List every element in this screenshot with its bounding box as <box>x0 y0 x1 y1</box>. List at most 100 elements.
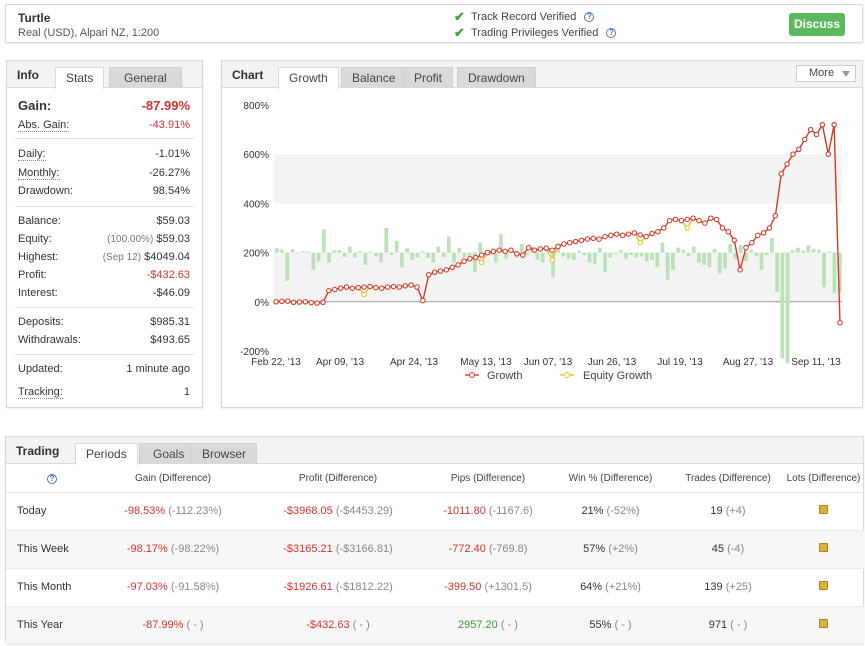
growth-bar <box>483 252 488 257</box>
gain-label: Gain: <box>18 98 52 113</box>
y-tick-label: -200% <box>240 347 269 358</box>
growth-bar <box>410 252 415 260</box>
monthly-value: -26.27% <box>149 167 190 179</box>
growth-bar <box>374 252 378 257</box>
data-point <box>790 151 796 157</box>
lots-bag-icon[interactable] <box>819 581 828 590</box>
growth-bar <box>816 249 821 253</box>
tab-stats[interactable]: Stats <box>55 67 105 89</box>
growth-bar <box>671 252 675 270</box>
lots-bag-icon[interactable] <box>819 543 828 552</box>
trading-panel: Trading Periods Goals Browser ? Gain (Di… <box>5 436 864 645</box>
header-gain: Gain (Difference) <box>98 465 248 493</box>
tab-growth[interactable]: Growth <box>278 67 339 89</box>
growth-bar <box>301 251 305 253</box>
data-point <box>349 285 356 291</box>
interest-label: Interest: <box>18 287 58 299</box>
x-tick-label: Sep 11, '13 <box>791 357 841 368</box>
trades-cell: 139 <box>704 581 723 593</box>
win-cell: 64% <box>580 581 603 593</box>
daily-label[interactable]: Daily: <box>18 148 46 161</box>
tab-balance[interactable]: Balance <box>341 67 407 88</box>
table-row: Today -98.53% (-112.23%) -$3968.05 (-$44… <box>6 492 864 531</box>
pips-diff: (-769.8) <box>488 543 528 555</box>
info-tabbar: Info Stats General <box>7 61 202 89</box>
withdrawals-label: Withdrawals: <box>18 334 81 346</box>
growth-bar <box>457 247 462 253</box>
discuss-button[interactable]: Discuss <box>789 13 845 36</box>
data-point <box>690 215 696 221</box>
growth-bar <box>342 252 347 258</box>
data-point <box>749 240 755 246</box>
data-point <box>514 251 520 257</box>
chart-tabbar: Chart Growth Balance Profit Drawdown Mor… <box>222 61 862 89</box>
help-icon[interactable]: ? <box>606 28 617 38</box>
trading-privileges-verified: ✔ Trading Privileges Verified ? <box>454 25 617 41</box>
period-label: This Year <box>6 606 98 645</box>
growth-bar <box>796 247 800 253</box>
interest-value: -$46.09 <box>152 287 190 299</box>
deposits-label: Deposits: <box>18 316 64 328</box>
x-tick-label: Jun 07, '13 <box>524 357 573 368</box>
profit-cell: -$3968.05 <box>283 505 333 517</box>
win-cell: 55% <box>589 619 612 631</box>
growth-bar <box>806 245 811 253</box>
growth-bar <box>306 251 310 253</box>
trading-privileges-label: Trading Privileges Verified <box>471 27 599 39</box>
gain-diff: (-98.22%) <box>170 543 220 555</box>
help-icon[interactable]: ? <box>47 473 57 484</box>
drawdown-label: Drawdown: <box>18 185 74 197</box>
growth-bar <box>811 248 816 253</box>
growth-bar <box>743 252 748 262</box>
tab-browser[interactable]: Browser <box>191 443 258 464</box>
tab-goals[interactable]: Goals <box>139 443 199 464</box>
balance-label: Balance: <box>18 215 61 227</box>
monthly-label[interactable]: Monthly: <box>18 167 60 180</box>
header-profit: Profit (Difference) <box>248 465 428 493</box>
data-point <box>649 230 655 237</box>
daily-row: Daily: -1.01% <box>18 148 190 161</box>
lots-bag-icon[interactable] <box>819 505 828 514</box>
divider <box>15 138 194 139</box>
growth-bar <box>717 252 722 274</box>
growth-bar <box>629 252 634 256</box>
pips-diff: ( - ) <box>500 619 518 631</box>
tab-profit[interactable]: Profit <box>403 67 454 88</box>
more-dropdown[interactable]: More <box>796 65 856 82</box>
data-point <box>525 244 532 251</box>
data-point <box>825 151 831 157</box>
profit-diff: (-$4453.29) <box>335 505 393 517</box>
data-point <box>625 231 632 237</box>
growth-bar <box>540 252 545 263</box>
data-point <box>784 161 790 167</box>
growth-bar <box>426 252 430 259</box>
data-point <box>502 248 508 255</box>
tab-periods[interactable]: Periods <box>75 443 138 465</box>
help-icon[interactable]: ? <box>584 12 595 22</box>
data-point <box>643 233 649 240</box>
growth-bar <box>566 252 571 259</box>
x-tick-label: Jun 26, '13 <box>588 357 637 368</box>
highest-value: $4049.04 <box>144 251 190 263</box>
data-point <box>661 225 667 231</box>
tracking-label[interactable]: Tracking: <box>18 386 63 399</box>
lots-bag-icon[interactable] <box>819 619 828 628</box>
growth-bar <box>775 252 779 292</box>
growth-bar <box>655 252 660 268</box>
growth-bar <box>582 252 587 256</box>
trades-diff: (-4) <box>727 543 745 555</box>
data-point <box>355 284 361 291</box>
info-title: Info <box>17 68 39 82</box>
tab-drawdown[interactable]: Drawdown <box>457 67 536 88</box>
profit-cell: -$3165.21 <box>283 543 333 555</box>
growth-bar <box>733 252 738 259</box>
growth-bar <box>691 246 696 253</box>
deposits-value: $985.31 <box>150 316 190 328</box>
abs-gain-label[interactable]: Abs. Gain: <box>18 119 70 132</box>
data-point <box>379 285 385 291</box>
gain-cell: -98.17% <box>126 543 168 555</box>
growth-bar <box>639 252 644 257</box>
growth-bar <box>431 252 436 263</box>
growth-bar <box>801 250 806 253</box>
tab-general[interactable]: General <box>109 67 182 88</box>
